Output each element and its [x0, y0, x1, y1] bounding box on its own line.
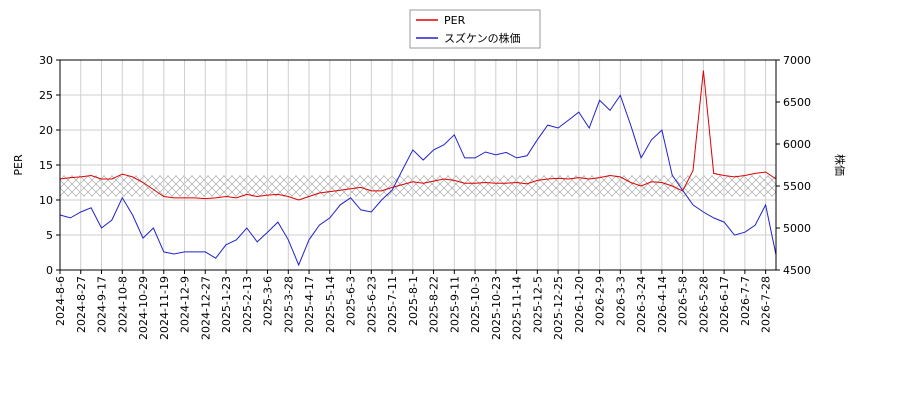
y-tick-label: 0 [46, 264, 53, 277]
y-tick-label: 25 [39, 89, 53, 102]
x-tick-label: 2026-1-20 [573, 276, 586, 333]
x-tick-label: 2024-11-19 [158, 276, 171, 340]
y-tick-label: 5 [46, 229, 53, 242]
x-tick-label: 2025-11-14 [511, 276, 524, 340]
x-tick-label: 2025-8-22 [428, 276, 441, 333]
y2-tick-label: 5500 [783, 180, 811, 193]
x-tick-label: 2025-8-1 [407, 276, 420, 326]
series-line [59, 94, 777, 267]
x-tick-label: 2026-7-28 [760, 276, 773, 333]
x-tick-label: 2024-10-8 [116, 276, 129, 333]
y-axis-label: PER [12, 154, 25, 176]
x-tick-label: 2025-7-11 [386, 276, 399, 333]
y-tick-label: 15 [39, 159, 53, 172]
legend-label: PER [444, 14, 466, 27]
y-tick-label: 20 [39, 124, 53, 137]
x-tick-label: 2025-2-13 [241, 276, 254, 333]
x-tick-label: 2024-8-6 [54, 276, 67, 326]
x-tick-label: 2025-3-6 [262, 276, 275, 326]
x-tick-label: 2026-3-3 [614, 276, 627, 326]
x-tick-label: 2026-3-24 [635, 276, 648, 333]
x-tick-label: 2024-9-17 [96, 276, 109, 333]
y2-tick-label: 7000 [783, 54, 811, 67]
plot-frame [59, 59, 777, 271]
x-tick-label: 2025-6-3 [345, 276, 358, 326]
y-tick-label: 10 [39, 194, 53, 207]
legend-box [409, 9, 541, 49]
x-tick-label: 2024-12-9 [179, 276, 192, 333]
x-tick-label: 2026-4-14 [656, 276, 669, 333]
x-tick-label: 2025-10-3 [469, 276, 482, 333]
x-tick-label: 2025-5-14 [324, 276, 337, 333]
x-tick-label: 2026-5-28 [697, 276, 710, 333]
x-tick-label: 2026-2-9 [594, 276, 607, 326]
x-tick-label: 2024-12-27 [199, 276, 212, 340]
x-tick-label: 2024-10-29 [137, 276, 150, 340]
x-tick-label: 2025-10-23 [490, 276, 503, 340]
x-tick-label: 2025-1-23 [220, 276, 233, 333]
x-tick-label: 2025-4-17 [303, 276, 316, 333]
x-tick-label: 2025-6-23 [365, 276, 378, 333]
x-tick-label: 2024-8-27 [75, 276, 88, 333]
series-line [59, 70, 777, 201]
y2-axis-label: 株価 [833, 154, 847, 176]
x-tick-label: 2025-12-25 [552, 276, 565, 340]
y2-tick-label: 4500 [783, 264, 811, 277]
x-tick-label: 2025-9-11 [448, 276, 461, 333]
y2-tick-label: 5000 [783, 222, 811, 235]
y2-tick-label: 6000 [783, 138, 811, 151]
x-tick-label: 2026-7-7 [739, 276, 752, 326]
x-tick-label: 2025-3-28 [282, 276, 295, 333]
x-tick-label: 2025-12-5 [531, 276, 544, 333]
x-tick-label: 2026-6-17 [718, 276, 731, 333]
y-tick-label: 30 [39, 54, 53, 67]
x-tick-label: 2026-5-8 [677, 276, 690, 326]
legend-label: スズケンの株価 [444, 31, 521, 45]
band [60, 175, 776, 197]
y2-tick-label: 6500 [783, 96, 811, 109]
